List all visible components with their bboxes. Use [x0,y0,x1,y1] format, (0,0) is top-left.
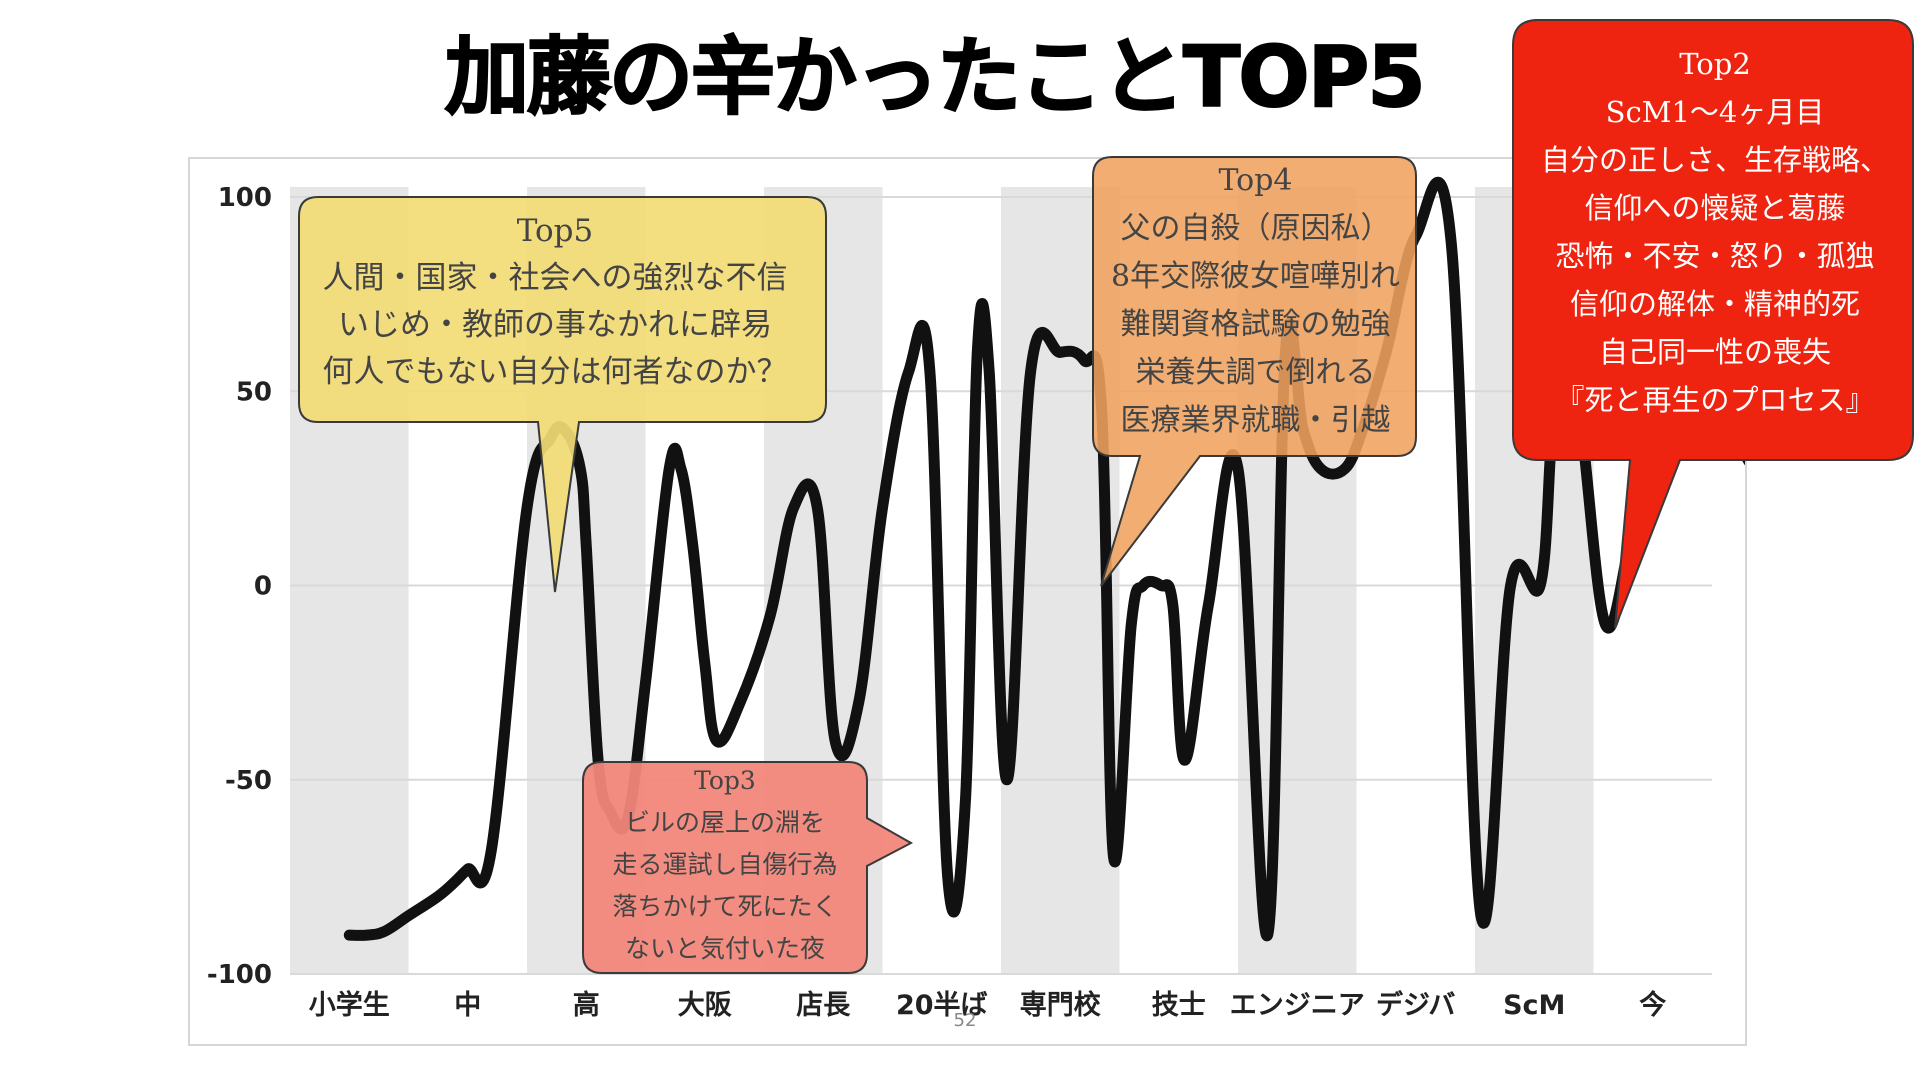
top4-line: 医療業界就職・引越 [1120,403,1391,438]
category-label: 技士 [1152,990,1206,1021]
top5-heading: Top5 [516,213,594,249]
top2-callout: Top2 ScM1〜4ヶ月目 自分の正しさ、生存戦略、 信仰への懐疑と葛藤 恐怖… [1515,40,1915,424]
category-label: 専門校 [1020,989,1101,1021]
top5-line: 何人でもない自分は何者なのか？ [322,354,788,390]
top4-line: 8年交際彼女喧嘩別れ [1110,259,1401,294]
category-label: ScM [1503,990,1565,1021]
category-label: 小学生 [309,989,390,1021]
y-tick-label: -50 [225,766,272,796]
y-tick-label: 0 [254,572,272,602]
top4-heading: Top4 [1218,163,1293,198]
category-label: 20半ば [896,990,988,1021]
top2-line: 自己同一性の喪失 [1598,335,1831,369]
category-label: エンジニア [1230,990,1365,1021]
category-label: 中 [454,990,481,1021]
top3-line: ビルの屋上の淵を [624,808,825,837]
top4-line: 栄養失調で倒れる [1135,355,1376,390]
y-tick-labels: 100 50 0 -50 -100 [207,183,272,990]
top4-line: 難関資格試験の勉強 [1120,307,1391,342]
top2-heading: Top2 [1679,47,1751,81]
category-label: 今 [1639,989,1666,1021]
top2-line: ScM1〜4ヶ月目 [1605,95,1825,129]
top2-line: 『死と再生のプロセス』 [1555,383,1875,417]
slide-title: 加藤の辛かったことTOP5 [444,27,1427,127]
top5-line: いじめ・教師の事なかれに辟易 [338,307,772,343]
category-label: 高 [573,989,600,1021]
top3-line: 走る運試し自傷行為 [612,850,838,879]
top5-callout: Top5 人間・国家・社会への強烈な不信 いじめ・教師の事なかれに辟易 何人でも… [285,208,825,396]
category-label: 店長 [796,990,851,1021]
top2-line: 信仰の解体・精神的死 [1569,287,1860,321]
y-tick-label: 100 [218,183,272,213]
top3-heading: Top3 [694,766,756,795]
page-number: 52 [953,1010,977,1031]
top2-line: 自分の正しさ、生存戦略、 [1540,143,1889,177]
category-label: 大阪 [678,990,732,1021]
top3-line: 落ちかけて死にたく [612,892,838,921]
top3-line: ないと気付いた夜 [624,934,825,963]
top3-callout: Top3 ビルの屋上の淵を 走る運試し自傷行為 落ちかけて死にたく ないと気付い… [585,760,865,970]
top2-line: 信仰への懐疑と葛藤 [1584,191,1846,225]
y-tick-label: 50 [236,377,272,407]
category-labels: 小学生 中 高 大阪 店長 20半ば 専門校 技士 エンジニア デジバ ScM 今 [309,989,1667,1021]
y-tick-label: -100 [207,960,272,990]
top2-line: 恐怖・不安・怒り・孤独 [1555,239,1875,273]
top4-line: 父の自殺（原因私） [1120,211,1391,246]
top4-callout: Top4 父の自殺（原因私） 8年交際彼女喧嘩別れ 難関資格試験の勉強 栄養失調… [1093,157,1418,445]
top5-line: 人間・国家・社会への強烈な不信 [322,260,788,296]
category-label: デジバ [1376,989,1455,1021]
